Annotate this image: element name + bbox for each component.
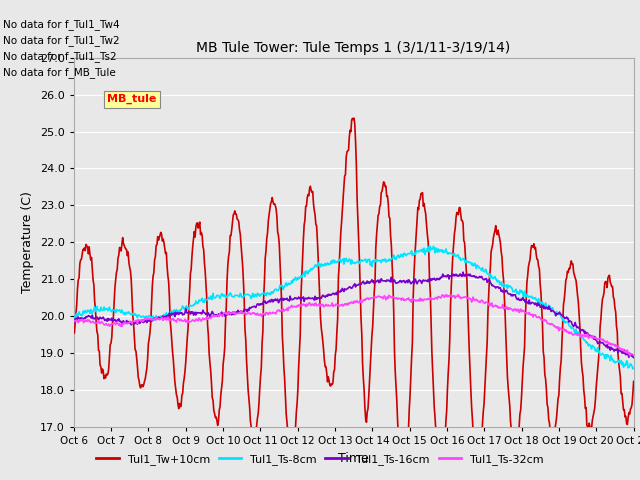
Text: No data for f_MB_Tule: No data for f_MB_Tule <box>3 67 116 78</box>
X-axis label: Time: Time <box>338 452 369 465</box>
Text: No data for f_Tul1_Ts2: No data for f_Tul1_Ts2 <box>3 51 117 62</box>
Title: MB Tule Tower: Tule Temps 1 (3/1/11-3/19/14): MB Tule Tower: Tule Temps 1 (3/1/11-3/19… <box>196 41 511 55</box>
Text: No data for f_Tul1_Tw2: No data for f_Tul1_Tw2 <box>3 35 120 46</box>
Text: MB_tule: MB_tule <box>108 94 157 104</box>
Text: No data for f_Tul1_Tw4: No data for f_Tul1_Tw4 <box>3 19 120 30</box>
Legend: Tul1_Tw+10cm, Tul1_Ts-8cm, Tul1_Ts-16cm, Tul1_Ts-32cm: Tul1_Tw+10cm, Tul1_Ts-8cm, Tul1_Ts-16cm,… <box>92 450 548 469</box>
Y-axis label: Temperature (C): Temperature (C) <box>21 192 34 293</box>
